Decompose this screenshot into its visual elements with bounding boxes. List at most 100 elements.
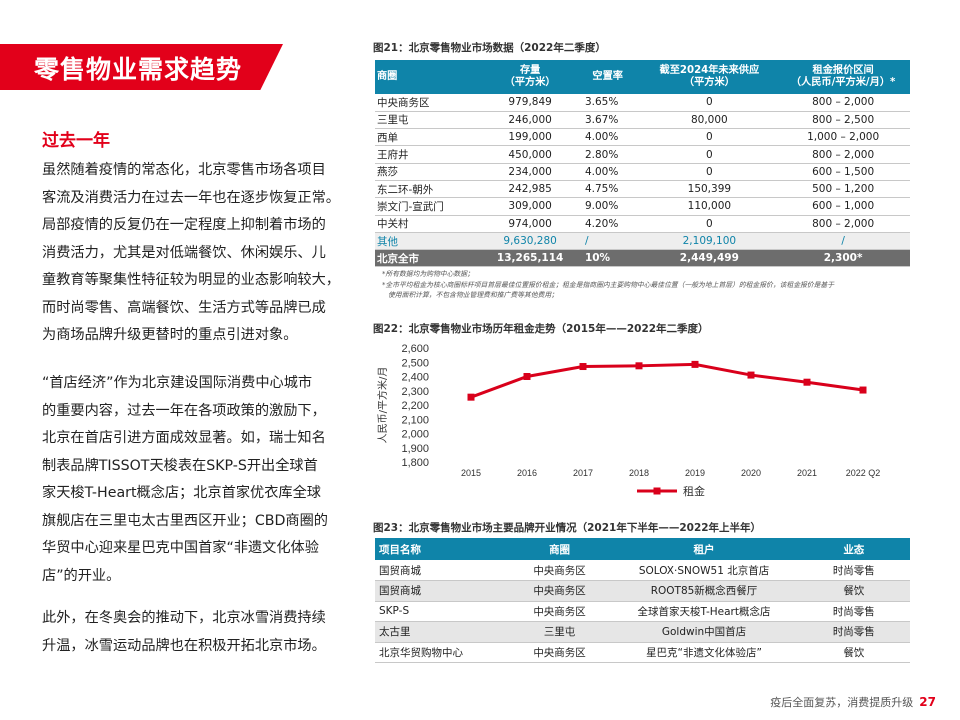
fig21-title: 图21：北京零售物业市场数据（2022年二季度） [373,42,606,54]
table-row: 燕莎 234,000 4.00% 0 600 – 1,500 [375,163,910,181]
table-cell: 时尚零售 [797,601,910,622]
header-label: 租金报价区间 [812,65,874,76]
table-cell: 242,985 [487,180,573,199]
series-line-rent [470,362,864,399]
table-row: 国贸商城 中央商务区 SOLOX·SNOW51 北京首店 时尚零售 [375,560,910,581]
table-cell: 4.20% [572,215,643,233]
table-cell: 9.00% [572,197,643,216]
data-point [803,378,811,386]
data-point [523,373,531,380]
table-cell: 燕莎 [375,163,488,181]
other-row: 其他 9,630,280/2,109,100/ [375,232,910,251]
table-cell: 太古里 [375,621,509,643]
table-cell: 800 – 2,000 [776,215,910,233]
fig22-title: 图22：北京零售物业市场历年租金走势（2015年——2022年二季度） [373,323,709,335]
table-cell: 其他 [375,232,488,251]
table-cell: 1,000 – 2,000 [776,128,910,147]
table-cell: SOLOX·SNOW51 北京首店 [610,560,798,581]
y-tick-label: 2,100 [401,414,429,426]
col-header-vacancy: 空置率 [572,60,643,94]
data-point [467,393,475,401]
table-cell: 0 [642,128,777,147]
table-cell: 餐饮 [797,580,910,602]
footnote-line: *全市平均租金为核心商圈标杆项目首层最佳位置报价租金；租金是指商圈内主要购物中心… [382,281,834,289]
paragraph-2: “首店经济”作为北京建设国际消费中心城市 的重要内容，过去一年在各项政策的激励下… [42,370,354,590]
table-row: 西单 199,000 4.00% 0 1,000 – 2,000 [375,128,910,147]
x-tick-label: 2015 [461,468,481,478]
table-row: 国贸商城 中央商务区 ROOT85新概念西餐厅 餐饮 [375,580,910,602]
table-cell: 234,000 [487,163,573,181]
x-tick-label: 2019 [685,468,705,478]
table-cell: 2,109,100 [642,232,777,251]
x-tick-label: 2016 [517,468,537,478]
table-cell: 800 – 2,500 [776,111,910,130]
table-header-row: 项目名称 商圈 租户 业态 [375,538,910,560]
table-cell: 时尚零售 [797,560,910,581]
table-cell: 中央商务区 [508,601,611,622]
table-cell: 2.80% [572,145,643,164]
table-cell: 餐饮 [797,642,910,663]
table-cell: 600 – 1,500 [776,163,910,181]
x-tick-label: 2022 Q2 [846,468,881,478]
table-row: 北京华贸购物中心 中央商务区 星巴克“非遗文化体验店” 餐饮 [375,642,910,663]
table-cell: 110,000 [642,197,777,216]
y-tick-label: 1,800 [401,457,429,469]
x-tick-label: 2018 [629,468,649,478]
table-cell: 时尚零售 [797,621,910,643]
text-line: 而时尚零售、高端餐饮、生活方式等品牌已成 [42,299,326,316]
page-footer: 疫后全面复苏，消费提质升级 27 [770,694,936,710]
table-cell: 中央商务区 [375,94,488,112]
table-cell: 4.00% [572,128,643,147]
table-cell: 150,399 [642,180,777,199]
table-cell: / [776,232,910,251]
text-line: 此外，在冬奥会的推动下，北京冰雪消费持续 [42,610,326,626]
data-point [691,360,699,368]
table-row: 王府井 450,000 2.80% 0 800 – 2,000 [375,145,910,164]
table-cell: 800 – 2,000 [776,145,910,164]
market-data-table: 商圈 存量 （平方米） 空置率 截至2024年未来供应 （平方米） 租金报价区间 （人… [375,60,910,268]
table-cell: 西单 [375,128,488,147]
table-cell: 中央商务区 [508,580,611,602]
text-line: 客流及消费活力在过去一年也在逐步恢复正常。 [42,189,340,206]
table-cell: 0 [642,215,777,233]
table-cell: 国贸商城 [375,560,509,581]
text-line: 局部疫情的反复仍在一定程度上抑制着市场的 [42,217,326,233]
table-cell: 0 [642,163,777,181]
x-tick-label: 2017 [573,468,593,478]
table-cell: 974,000 [487,215,573,233]
table-row: 太古里 三里屯 Goldwin中国首店 时尚零售 [375,621,910,643]
text-line: 童教育等聚集性特征较为明显的业态影响较大， [42,272,340,288]
header-unit: （平方米） [504,77,556,88]
data-point [635,362,643,370]
table-cell: 王府井 [375,145,488,164]
text-line: “首店经济”作为北京建设国际消费中心城市 [42,375,313,391]
text-line: 虽然随着疫情的常态化，北京零售市场各项目 [42,162,326,178]
legend-label: 租金 [683,484,705,498]
table-cell: 800 – 2,000 [776,94,910,112]
brand-openings-table: 项目名称 商圈 租户 业态 国贸商城 中央商务区 SOLOX·SNOW51 北京首店… [375,538,910,663]
table-cell: 星巴克“非遗文化体验店” [610,642,798,663]
table-cell: 199,000 [487,128,573,147]
table-cell: 崇文门-宣武门 [375,197,488,216]
table-cell: 中央商务区 [508,560,611,581]
col-header-project: 项目名称 [375,538,509,560]
page-title: 零售物业需求趋势 [34,55,243,84]
table-cell: 4.00% [572,163,643,181]
table-cell: / [572,232,643,251]
data-point [579,363,587,371]
rent-trend-chart: 1,800 1,900 2,000 2,100 2,200 2,300 2,400 2,500… [376,343,881,498]
table-cell: 10% [572,249,643,268]
header-label: 商圈 [377,71,398,82]
table-cell: Goldwin中国首店 [610,621,798,643]
total-row: 北京全市 13,265,114 10% 2,449,499 2,300* [375,249,910,268]
header-unit: （平方米） [683,77,735,88]
table-cell: 979,849 [487,94,573,112]
y-tick-label: 2,400 [401,372,429,384]
table-cell: 北京全市 [375,249,488,268]
paragraph-1: 虽然随着疫情的常态化，北京零售市场各项目 客流及消费活力在过去一年也在逐步恢复正… [42,157,354,350]
col-header-district: 商圈 [508,538,611,560]
section-heading: 过去一年 [42,131,110,151]
table-cell: 三里屯 [375,111,488,130]
table-cell: 600 – 1,000 [776,197,910,216]
x-tick-label: 2021 [797,468,817,478]
